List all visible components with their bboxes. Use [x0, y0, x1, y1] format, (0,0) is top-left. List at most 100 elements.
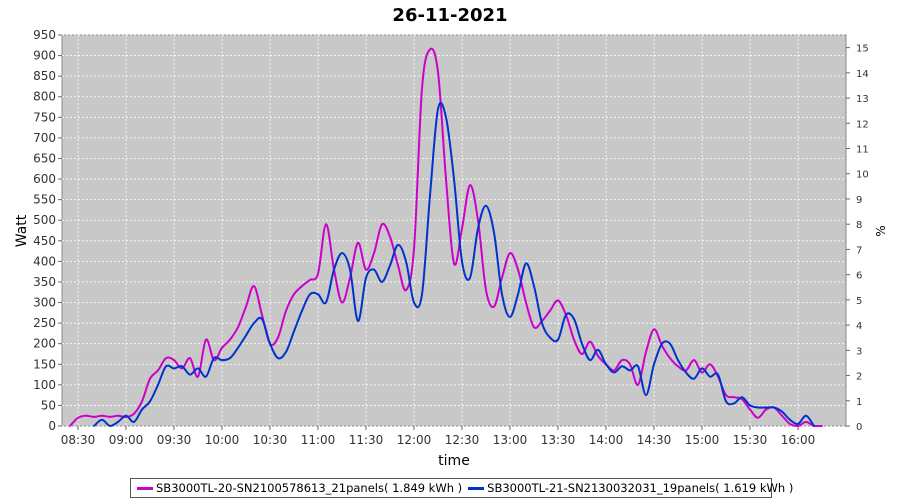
y2-tick-label: 4 [856, 321, 862, 332]
data-point-series-1 [677, 365, 679, 368]
data-point-series-1 [741, 398, 743, 401]
data-point-series-2 [717, 373, 719, 376]
y-tick-label: 200 [33, 337, 56, 351]
legend-item-series-1: SB3000TL-20-SN2100578613_21panels( 1.849… [137, 481, 462, 495]
y2-tick-label: 2 [856, 372, 862, 383]
data-point-series-2 [213, 357, 215, 359]
data-point-series-2 [405, 260, 407, 263]
data-point-series-2 [477, 227, 479, 230]
data-point-series-1 [493, 305, 495, 308]
x-tick-label: 14:30 [637, 433, 672, 447]
data-point-series-2 [605, 363, 607, 366]
data-point-series-2 [693, 377, 695, 380]
data-point-series-1 [365, 268, 367, 271]
data-point-series-2 [269, 342, 271, 345]
data-point-series-2 [253, 322, 255, 325]
y2-tick-label: 15 [856, 44, 869, 55]
data-point-series-2 [93, 425, 95, 427]
data-point-series-2 [669, 342, 671, 345]
data-point-series-2 [461, 260, 463, 263]
data-point-series-2 [365, 276, 367, 279]
data-point-series-1 [437, 71, 439, 73]
data-point-series-2 [509, 316, 511, 318]
data-point-series-2 [181, 365, 183, 368]
data-point-series-1 [573, 338, 575, 341]
y-tick-label: 600 [33, 172, 56, 186]
data-point-series-2 [229, 357, 231, 359]
data-point-series-2 [349, 268, 351, 271]
data-point-series-2 [245, 334, 247, 337]
data-point-series-2 [325, 301, 327, 304]
data-point-series-2 [733, 402, 735, 405]
y-axis-label: Watt [14, 214, 30, 247]
data-point-series-2 [653, 363, 655, 366]
data-point-series-2 [453, 178, 455, 180]
data-point-series-1 [69, 425, 71, 427]
data-point-series-2 [749, 404, 751, 407]
chart-title: 26-11-2021 [392, 5, 507, 26]
data-point-series-2 [613, 371, 615, 374]
y-tick-label: 150 [33, 357, 56, 371]
legend-swatch-series-2 [468, 486, 485, 490]
y2-tick-label: 1 [856, 397, 862, 408]
x-tick-label: 15:30 [733, 433, 768, 447]
data-point-series-1 [381, 223, 383, 226]
legend-swatch-series-1 [137, 486, 153, 490]
data-point-series-1 [317, 272, 319, 275]
data-point-series-1 [325, 223, 327, 226]
y2-tick-label: 5 [856, 296, 862, 307]
y2-tick-label: 6 [856, 271, 862, 282]
data-point-series-2 [165, 365, 167, 368]
data-point-series-2 [781, 410, 783, 413]
data-point-series-1 [293, 293, 295, 296]
data-point-series-1 [301, 285, 303, 287]
data-point-series-2 [773, 406, 775, 409]
data-point-series-1 [477, 219, 479, 222]
x-axis-label: time [438, 453, 470, 469]
data-point-series-1 [525, 301, 527, 304]
x-tick-label: 15:00 [685, 433, 720, 447]
y-tick-label: 400 [33, 254, 56, 268]
data-point-series-2 [341, 252, 343, 255]
data-point-series-2 [725, 400, 727, 403]
data-point-series-1 [701, 371, 703, 374]
data-point-series-2 [261, 318, 263, 320]
y2-axis-label: % [874, 225, 888, 236]
data-point-series-2 [205, 375, 207, 378]
x-tick-label: 12:30 [445, 433, 480, 447]
data-point-series-1 [517, 268, 519, 271]
y-tick-label: 100 [33, 378, 56, 392]
data-point-series-1 [141, 400, 143, 403]
data-point-series-1 [93, 416, 95, 418]
data-point-series-1 [749, 408, 751, 411]
y-tick-label: 350 [33, 275, 56, 289]
x-tick-label: 11:00 [301, 433, 336, 447]
y2-tick-label: 13 [856, 94, 869, 105]
data-point-series-2 [765, 406, 767, 409]
data-point-series-2 [485, 204, 487, 207]
data-point-series-2 [797, 423, 799, 425]
data-point-series-1 [549, 309, 551, 312]
data-point-series-2 [493, 231, 495, 234]
data-point-series-1 [629, 363, 631, 366]
data-point-series-1 [389, 235, 391, 238]
data-point-series-2 [189, 373, 191, 376]
data-point-series-1 [237, 326, 239, 329]
data-point-series-2 [389, 264, 391, 267]
y2-tick-label: 9 [856, 195, 862, 206]
data-point-series-2 [565, 313, 567, 316]
data-point-series-1 [285, 309, 287, 312]
data-point-series-1 [357, 241, 359, 244]
data-point-series-2 [573, 318, 575, 320]
data-point-series-1 [597, 355, 599, 357]
data-point-series-2 [141, 408, 143, 411]
y-tick-label: 450 [33, 234, 56, 248]
data-point-series-2 [397, 244, 399, 246]
data-point-series-1 [765, 408, 767, 411]
data-point-series-2 [589, 359, 591, 362]
y-tick-label: 800 [33, 90, 56, 104]
data-point-series-2 [413, 301, 415, 304]
data-point-series-2 [133, 420, 135, 423]
data-point-series-1 [229, 338, 231, 341]
data-point-series-2 [629, 369, 631, 372]
